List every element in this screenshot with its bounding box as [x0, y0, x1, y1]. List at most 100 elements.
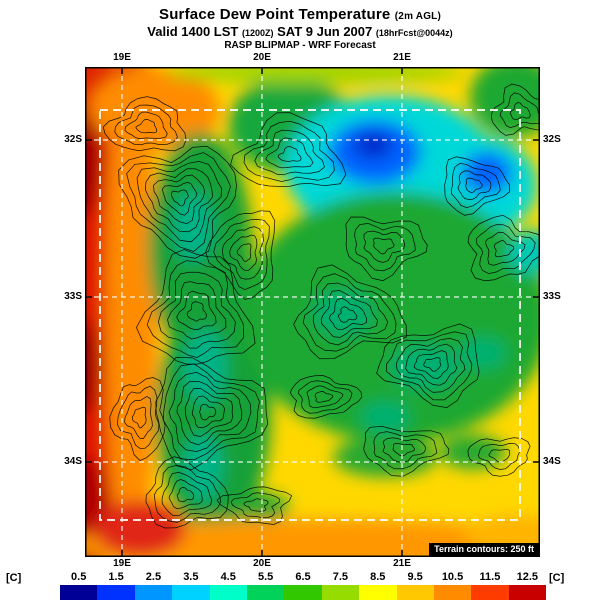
terrain-contour	[312, 282, 389, 346]
terrain-contour	[135, 249, 256, 365]
dewpoint-region	[333, 437, 437, 477]
terrain-contour	[213, 219, 270, 291]
colorbar-tick-label: 8.5	[370, 571, 386, 583]
dewpoint-region	[440, 435, 506, 469]
header: Surface Dew Point Temperature (2m AGL) V…	[0, 6, 600, 51]
terrain-contour	[176, 381, 243, 446]
terrain-contour	[230, 112, 347, 187]
terrain-contour	[243, 120, 335, 182]
dewpoint-region	[105, 67, 157, 557]
terrain-contour	[161, 471, 213, 516]
terrain-contour	[124, 111, 168, 139]
terrain-contour	[265, 137, 314, 169]
dewpoint-region	[360, 400, 410, 434]
colorbar-tick-label: 5.5	[257, 571, 274, 583]
colorbar-tick-label: 1.5	[108, 571, 124, 583]
valid-time-utc: (1200Z)	[241, 28, 274, 38]
forecast-cycle: (18hrFcst@0044z)	[375, 28, 453, 38]
terrain-contour	[373, 431, 438, 470]
terrain-contour	[289, 375, 363, 419]
terrain-contour	[184, 388, 234, 437]
terrain-contour	[254, 129, 325, 176]
terrain-contour	[314, 391, 334, 403]
colorbar-segment	[321, 585, 360, 600]
latitude-label-left: 34S	[64, 456, 82, 467]
colorbar-tick-label: 9.5	[407, 571, 423, 583]
latitude-label-right: 32S	[543, 134, 561, 145]
terrain-contour	[109, 377, 166, 461]
terrain-contour	[153, 465, 222, 523]
dewpoint-region	[165, 67, 465, 84]
terrain-contour	[467, 214, 540, 282]
terrain-contour	[124, 396, 153, 439]
terrain-contour	[298, 380, 353, 414]
longitude-label-bottom: 19E	[113, 558, 131, 569]
colorbar-tick-label: 3.5	[183, 571, 199, 583]
colorbar-tick-label: 4.5	[220, 571, 236, 583]
colorbar-unit-right: [C]	[549, 572, 565, 584]
page-title: Surface Dew Point Temperature	[158, 6, 391, 23]
dewpoint-region	[313, 290, 373, 336]
dewpoint-region	[230, 493, 290, 521]
terrain-contour	[306, 385, 344, 409]
terrain-contour	[413, 350, 449, 379]
colorbar-tick-label: 11.5	[479, 571, 501, 583]
terrain-contour	[161, 181, 198, 216]
terrain-contour	[229, 234, 258, 271]
terrain-contour	[488, 448, 510, 463]
terrain-contour	[376, 323, 480, 408]
terrain-contour	[476, 224, 536, 274]
terrain-contour	[198, 403, 217, 421]
colorbar-tick-label: 12.5	[516, 571, 538, 583]
terrain-contour	[382, 437, 426, 463]
colorbar-segment	[97, 585, 135, 600]
latlon-grid-lines	[85, 67, 540, 557]
dewpoint-region	[470, 67, 540, 137]
colorbar-tick-label: 6.5	[295, 571, 311, 583]
terrain-contour-lines	[102, 83, 540, 529]
colorbar-tick-label: 0.5	[71, 571, 87, 583]
terrain-contour	[168, 371, 252, 452]
terrain-contour	[114, 104, 178, 146]
latitude-label-left: 33S	[64, 291, 82, 302]
valid-date: SAT 9 Jun 2007	[277, 24, 373, 39]
latitude-label-right: 34S	[543, 456, 561, 467]
terrain-contour	[509, 102, 531, 120]
terrain-contour	[102, 96, 187, 152]
title-height-suffix: (2m AGL)	[394, 11, 442, 22]
terrain-contour	[423, 357, 442, 372]
terrain-contour	[163, 363, 260, 461]
longitude-label-top: 19E	[113, 52, 131, 63]
terrain-contour	[145, 168, 213, 233]
terrain-contour	[186, 301, 207, 322]
terrain-contour	[354, 223, 416, 272]
terrain-contour	[176, 290, 217, 330]
terrain-contour	[205, 210, 276, 300]
dewpoint-region	[459, 336, 507, 370]
longitude-label-bottom: 20E	[253, 558, 271, 569]
dewpoint-region	[85, 319, 100, 415]
terrain-contour	[444, 156, 510, 216]
map-frame	[85, 67, 540, 557]
terrain-contours-note: Terrain contours: 250 ft	[429, 543, 539, 556]
terrain-contour	[221, 226, 264, 280]
terrain-contour	[457, 170, 492, 200]
terrain-contour	[131, 406, 147, 429]
latitude-label-right: 33S	[543, 291, 561, 302]
terrain-contour	[117, 385, 160, 449]
colorbar-tick-label: 7.5	[332, 571, 349, 583]
terrain-contour	[494, 240, 515, 258]
colorbar-tick-label: 2.5	[145, 571, 162, 583]
terrain-contour	[490, 83, 540, 136]
longitude-label-top: 20E	[253, 52, 271, 63]
dewpoint-region	[85, 519, 540, 557]
terrain-contour	[277, 146, 302, 162]
terrain-contour	[171, 189, 189, 207]
terrain-contour	[372, 237, 395, 255]
colorbar-segment	[433, 585, 472, 600]
colorbar-tick-label: 10.5	[441, 571, 464, 583]
colorbar-segment	[471, 585, 509, 600]
valid-time: Valid 1400 LST	[147, 24, 239, 39]
terrain-contour	[135, 118, 158, 134]
terrain-contour	[386, 331, 473, 401]
